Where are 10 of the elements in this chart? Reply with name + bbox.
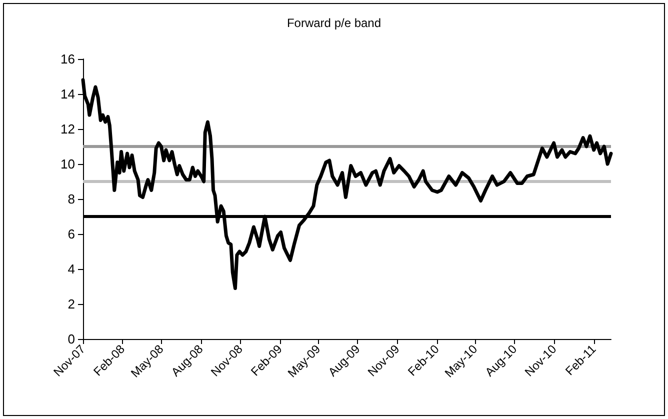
y-tick-label: 0 — [68, 332, 75, 346]
y-tick-label: 16 — [60, 52, 75, 66]
y-tick-label: 2 — [68, 296, 75, 312]
y-tick-label: 10 — [60, 156, 75, 172]
y-tick-label: 8 — [68, 192, 75, 206]
y-tick-label: 4 — [68, 262, 75, 276]
chart-title: Forward p/e band — [286, 16, 382, 30]
y-tick-label: 14 — [60, 86, 75, 102]
y-tick-label: 12 — [60, 122, 75, 136]
y-tick-label: 6 — [68, 226, 75, 242]
